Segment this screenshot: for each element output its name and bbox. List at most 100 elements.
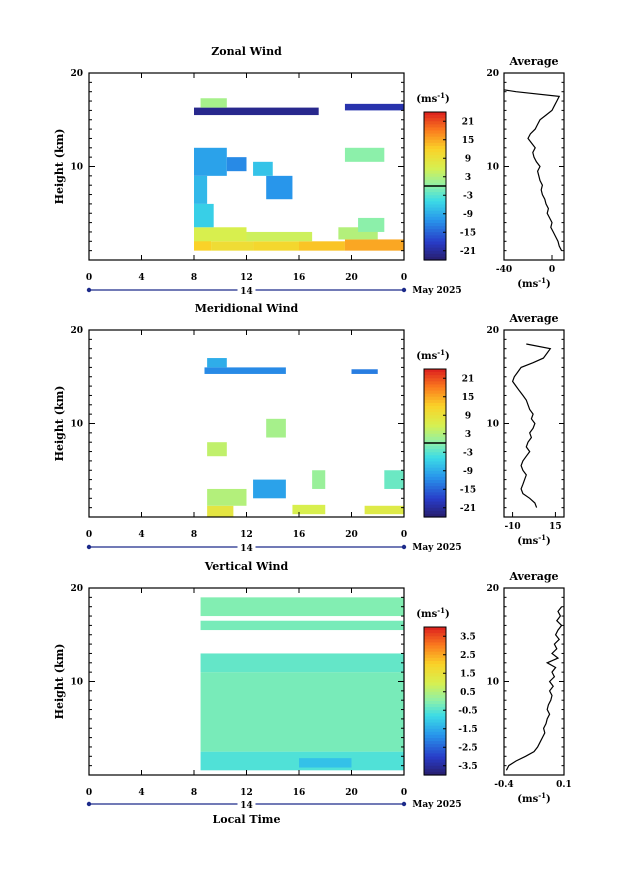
colorbar-tick-label: 21	[462, 374, 475, 384]
colorbar-segment	[424, 158, 446, 162]
x-tick-label: 12	[240, 788, 253, 798]
colorbar-segment	[424, 651, 446, 656]
unit-sup: -1	[437, 606, 445, 615]
profile-y-tick-label: 10	[486, 163, 499, 173]
colorbar-segment	[424, 139, 446, 144]
heatmap-cell	[207, 358, 227, 368]
colorbar-segment	[424, 498, 446, 503]
heatmap-cell	[204, 367, 286, 374]
x-tick-label: 0	[86, 788, 92, 798]
colorbar-segment	[424, 387, 446, 392]
colorbar-tick-label: -21	[460, 247, 476, 257]
month-label: May 2025	[412, 800, 461, 810]
colorbar-segment	[424, 369, 446, 373]
colorbar-segment	[424, 630, 446, 634]
heatmap-cell	[200, 620, 404, 631]
colorbar-segment	[424, 247, 446, 252]
colorbar-segment	[424, 244, 446, 249]
colorbar-segment	[424, 219, 446, 224]
unit-base: (ms	[416, 609, 437, 620]
heatmap-cell	[351, 369, 378, 374]
colorbar-segment	[424, 716, 446, 721]
x-axis-label: Local Time	[213, 813, 281, 826]
colorbar-segment	[424, 136, 446, 141]
colorbar-segment	[424, 483, 446, 487]
colorbar-segment	[424, 402, 446, 407]
x-tick-label: 0	[86, 273, 92, 283]
colorbar-segment	[424, 753, 446, 758]
unit-close: )	[445, 94, 450, 105]
colorbar-segment	[424, 176, 446, 181]
colorbar-segment	[424, 467, 446, 472]
colorbar-tick-label: 15	[462, 136, 475, 146]
colorbar-segment	[424, 470, 446, 475]
unit-close: )	[546, 794, 551, 805]
heatmap-cell	[211, 241, 254, 251]
colorbar-segment	[424, 660, 446, 665]
colorbar-segment	[424, 127, 446, 132]
heatmap-cell	[266, 175, 293, 200]
unit-close: )	[445, 351, 450, 362]
colorbar-tick-label: -0.5	[458, 706, 477, 716]
colorbar-segment	[424, 627, 446, 631]
colorbar-segment	[424, 253, 446, 258]
x-tick-label: 0	[401, 788, 407, 798]
colorbar-segment	[424, 112, 446, 116]
colorbar-segment	[424, 713, 446, 718]
colorbar-tick-label: 3	[465, 430, 471, 440]
colorbar-segment	[424, 179, 446, 184]
colorbar-segment	[424, 115, 446, 119]
colorbar-segment	[424, 707, 446, 711]
colorbar-segment	[424, 421, 446, 426]
colorbar-segment	[424, 195, 446, 199]
y-tick-label: 10	[70, 678, 83, 688]
colorbar-segment	[424, 427, 446, 432]
heatmap-cell	[292, 504, 326, 515]
colorbar-segment	[424, 189, 446, 193]
heatmap-cell	[194, 147, 227, 176]
colorbar-tick-label: -3	[463, 448, 473, 458]
colorbar-frame	[423, 626, 447, 776]
x-tick-label: 4	[138, 788, 144, 798]
y-axis-label: Height (km)	[53, 129, 66, 205]
colorbar-segment	[424, 704, 446, 708]
heatmap-cell	[194, 107, 319, 116]
colorbar-segment	[424, 216, 446, 221]
date-label-bg	[237, 542, 256, 552]
colorbar-segment	[424, 232, 446, 236]
profile-line	[503, 89, 563, 251]
colorbar-tick-label: 9	[465, 154, 471, 164]
colorbar-tick-label: 3.5	[460, 632, 476, 642]
colorbar-segment	[424, 688, 446, 693]
profile-x-tick-label: 0	[549, 265, 555, 275]
profile-x-tick-label: -10	[504, 522, 520, 532]
colorbar-segment	[424, 464, 446, 469]
colorbar-tick-label: 1.5	[460, 669, 476, 679]
colorbar-segment	[424, 235, 446, 240]
colorbar-segment	[424, 418, 446, 423]
colorbar-segment	[424, 762, 446, 767]
colorbar-segment	[424, 513, 446, 518]
x-tick-label: 12	[240, 530, 253, 540]
heatmap-cell	[207, 442, 227, 457]
colorbar-segment	[424, 133, 446, 138]
heatmap-cell	[194, 203, 214, 228]
colorbar-segment	[424, 238, 446, 243]
profile-unit: (ms-1)	[517, 791, 550, 805]
heatmap-cell	[364, 505, 404, 515]
y-axis-label: Height (km)	[53, 386, 66, 462]
heatmap-cell	[312, 470, 326, 489]
panel-title: Vertical Wind	[204, 560, 289, 573]
colorbar-segment	[424, 399, 446, 404]
colorbar-segment	[424, 210, 446, 215]
colorbar-segment	[424, 495, 446, 500]
colorbar-segment	[424, 697, 446, 702]
unit-base: (ms	[416, 351, 437, 362]
unit-base: (ms	[517, 794, 538, 805]
colorbar-tick-label: -21	[460, 504, 476, 514]
colorbar-segment	[424, 412, 446, 416]
profile-frame	[503, 329, 565, 518]
colorbar-segment	[424, 759, 446, 764]
heatmap-cell	[358, 217, 385, 232]
date-label-bg	[237, 285, 256, 295]
